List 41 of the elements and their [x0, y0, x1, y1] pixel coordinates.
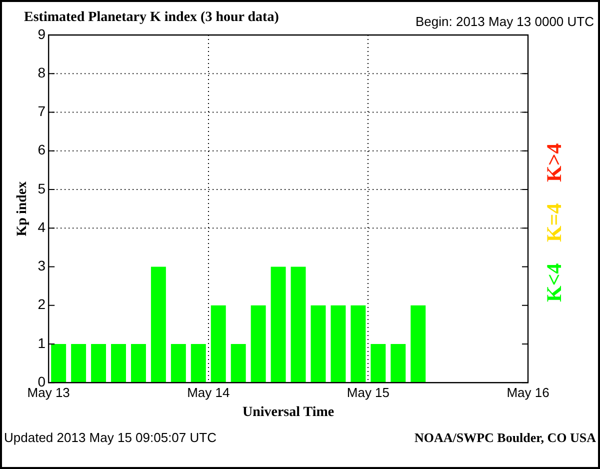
text: Updated 2013 May 15 09:05:07 UTC [4, 430, 216, 445]
text: K<4 [542, 263, 567, 302]
chart-subtitle: Begin: 2013 May 13 0000 UTC [416, 14, 594, 29]
y-tick-label: 9 [38, 26, 46, 42]
bar [91, 344, 106, 383]
bar [330, 305, 346, 383]
bar [190, 344, 206, 383]
bar [350, 305, 366, 383]
x-tick-label: May 16 [506, 384, 550, 400]
bar [130, 344, 146, 383]
bar [390, 344, 406, 383]
bar [250, 305, 266, 383]
bar [71, 344, 86, 383]
bar [170, 344, 186, 383]
x-tick-label: May 15 [346, 384, 390, 400]
y-tick-label: 8 [38, 64, 46, 80]
y-axis-title: Kp index [15, 181, 30, 236]
bar [51, 344, 66, 383]
text: NOAA/SWPC Boulder, CO USA [414, 430, 596, 446]
bar [270, 266, 286, 383]
bar [210, 305, 226, 383]
y-tick-label: 6 [38, 142, 46, 158]
chart-title: Estimated Planetary K index (3 hour data) [24, 10, 279, 26]
y-tick-label: 1 [38, 334, 46, 351]
y-tick-label: 7 [38, 103, 46, 120]
bar [111, 344, 126, 383]
bar [410, 305, 426, 383]
bar [310, 305, 326, 383]
bar [230, 344, 246, 383]
y-tick-label: 5 [38, 180, 46, 196]
bar [290, 266, 306, 383]
text: K=4 [542, 203, 567, 242]
text: K>4 [542, 143, 567, 182]
y-tick-label: 4 [38, 218, 46, 235]
y-tick-label: 0 [38, 373, 46, 390]
x-axis-title: Universal Time [242, 405, 334, 420]
bar [370, 344, 386, 383]
y-tick-label: 2 [38, 296, 46, 312]
x-tick-label: May 14 [187, 384, 230, 400]
bar [150, 266, 166, 383]
y-tick-label: 3 [38, 258, 46, 274]
